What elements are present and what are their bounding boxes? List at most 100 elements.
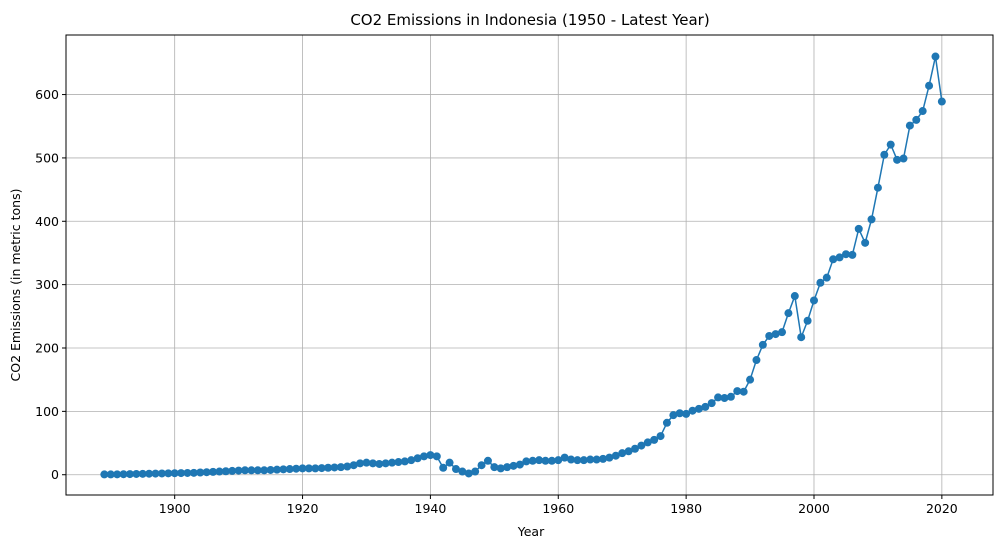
data-point bbox=[145, 469, 154, 478]
data-point bbox=[880, 150, 889, 159]
data-point bbox=[177, 469, 186, 478]
x-axis-label: Year bbox=[517, 524, 545, 539]
data-point bbox=[535, 456, 544, 465]
data-point bbox=[164, 469, 173, 478]
grid bbox=[66, 35, 993, 495]
data-point bbox=[336, 463, 345, 472]
data-point bbox=[247, 466, 256, 475]
y-tick-label: 600 bbox=[35, 87, 59, 102]
data-point bbox=[886, 140, 895, 149]
data-point bbox=[215, 467, 224, 476]
data-point bbox=[522, 457, 531, 466]
data-point bbox=[650, 435, 659, 444]
data-point bbox=[317, 464, 326, 473]
data-point bbox=[311, 464, 320, 473]
data-point bbox=[861, 238, 870, 247]
data-point bbox=[688, 406, 697, 415]
data-point bbox=[835, 253, 844, 262]
data-point bbox=[349, 461, 358, 470]
y-tick-label: 200 bbox=[35, 341, 59, 356]
data-point bbox=[656, 432, 665, 441]
data-point bbox=[592, 455, 601, 464]
data-point bbox=[151, 469, 160, 478]
data-point bbox=[407, 456, 416, 465]
data-point bbox=[758, 340, 767, 349]
data-point bbox=[183, 468, 192, 477]
y-tick-label: 100 bbox=[35, 404, 59, 419]
y-tick-label: 300 bbox=[35, 277, 59, 292]
data-point bbox=[765, 331, 774, 340]
data-point bbox=[113, 470, 122, 479]
data-point bbox=[816, 278, 825, 287]
data-point bbox=[234, 466, 243, 475]
data-point bbox=[778, 328, 787, 337]
data-point bbox=[726, 392, 735, 401]
data-point bbox=[298, 464, 307, 473]
data-point bbox=[528, 456, 537, 465]
data-point bbox=[937, 97, 946, 106]
data-point bbox=[260, 466, 269, 475]
x-tick-label: 1940 bbox=[415, 501, 447, 516]
data-point bbox=[368, 459, 377, 468]
data-point bbox=[490, 463, 499, 472]
data-point bbox=[509, 461, 518, 470]
data-point bbox=[477, 461, 486, 470]
data-point bbox=[432, 452, 441, 461]
data-point bbox=[905, 121, 914, 130]
data-point bbox=[918, 107, 927, 116]
data-point bbox=[413, 454, 422, 463]
data-point bbox=[381, 459, 390, 468]
data-point bbox=[189, 468, 198, 477]
data-point bbox=[630, 444, 639, 453]
data-point bbox=[752, 356, 761, 365]
data-point bbox=[605, 453, 614, 462]
data-point bbox=[343, 462, 352, 471]
x-tick-label: 1960 bbox=[542, 501, 574, 516]
data-point bbox=[714, 393, 723, 402]
data-point bbox=[733, 387, 742, 396]
data-point bbox=[912, 115, 921, 124]
data-point bbox=[324, 463, 333, 472]
data-point bbox=[637, 441, 646, 450]
data-point bbox=[451, 465, 460, 474]
data-point bbox=[515, 460, 524, 469]
data-point bbox=[400, 457, 409, 466]
data-point bbox=[439, 463, 448, 472]
y-tick-label: 400 bbox=[35, 214, 59, 229]
data-point bbox=[554, 456, 563, 465]
y-axis-label: CO2 Emissions (in metric tons) bbox=[8, 189, 23, 382]
data-point bbox=[241, 466, 250, 475]
data-point bbox=[899, 154, 908, 163]
data-point bbox=[746, 375, 755, 384]
data-point bbox=[567, 455, 576, 464]
data-point bbox=[611, 451, 620, 460]
data-point bbox=[682, 409, 691, 418]
data-point bbox=[458, 467, 467, 476]
data-point bbox=[541, 456, 550, 465]
data-point bbox=[106, 470, 115, 479]
data-point bbox=[209, 467, 218, 476]
data-point bbox=[848, 250, 857, 259]
data-point bbox=[125, 470, 134, 479]
data-point bbox=[893, 155, 902, 164]
data-point bbox=[841, 250, 850, 259]
data-point bbox=[420, 452, 429, 461]
data-point bbox=[272, 465, 281, 474]
data-point bbox=[279, 465, 288, 474]
data-point bbox=[330, 463, 339, 472]
data-point bbox=[196, 468, 205, 477]
data-point bbox=[809, 296, 818, 305]
data-point bbox=[931, 52, 940, 61]
data-point bbox=[464, 469, 473, 478]
data-point bbox=[925, 81, 934, 90]
data-point bbox=[669, 411, 678, 420]
data-point bbox=[445, 458, 454, 467]
data-point bbox=[119, 470, 128, 479]
x-axis: 1900 1920 1940 1960 1980 2000 2020 bbox=[159, 495, 958, 516]
data-point bbox=[829, 255, 838, 264]
data-point bbox=[483, 456, 492, 465]
data-point bbox=[771, 330, 780, 339]
x-tick-label: 1920 bbox=[287, 501, 319, 516]
y-axis: 0 100 200 300 400 500 600 bbox=[35, 87, 66, 482]
